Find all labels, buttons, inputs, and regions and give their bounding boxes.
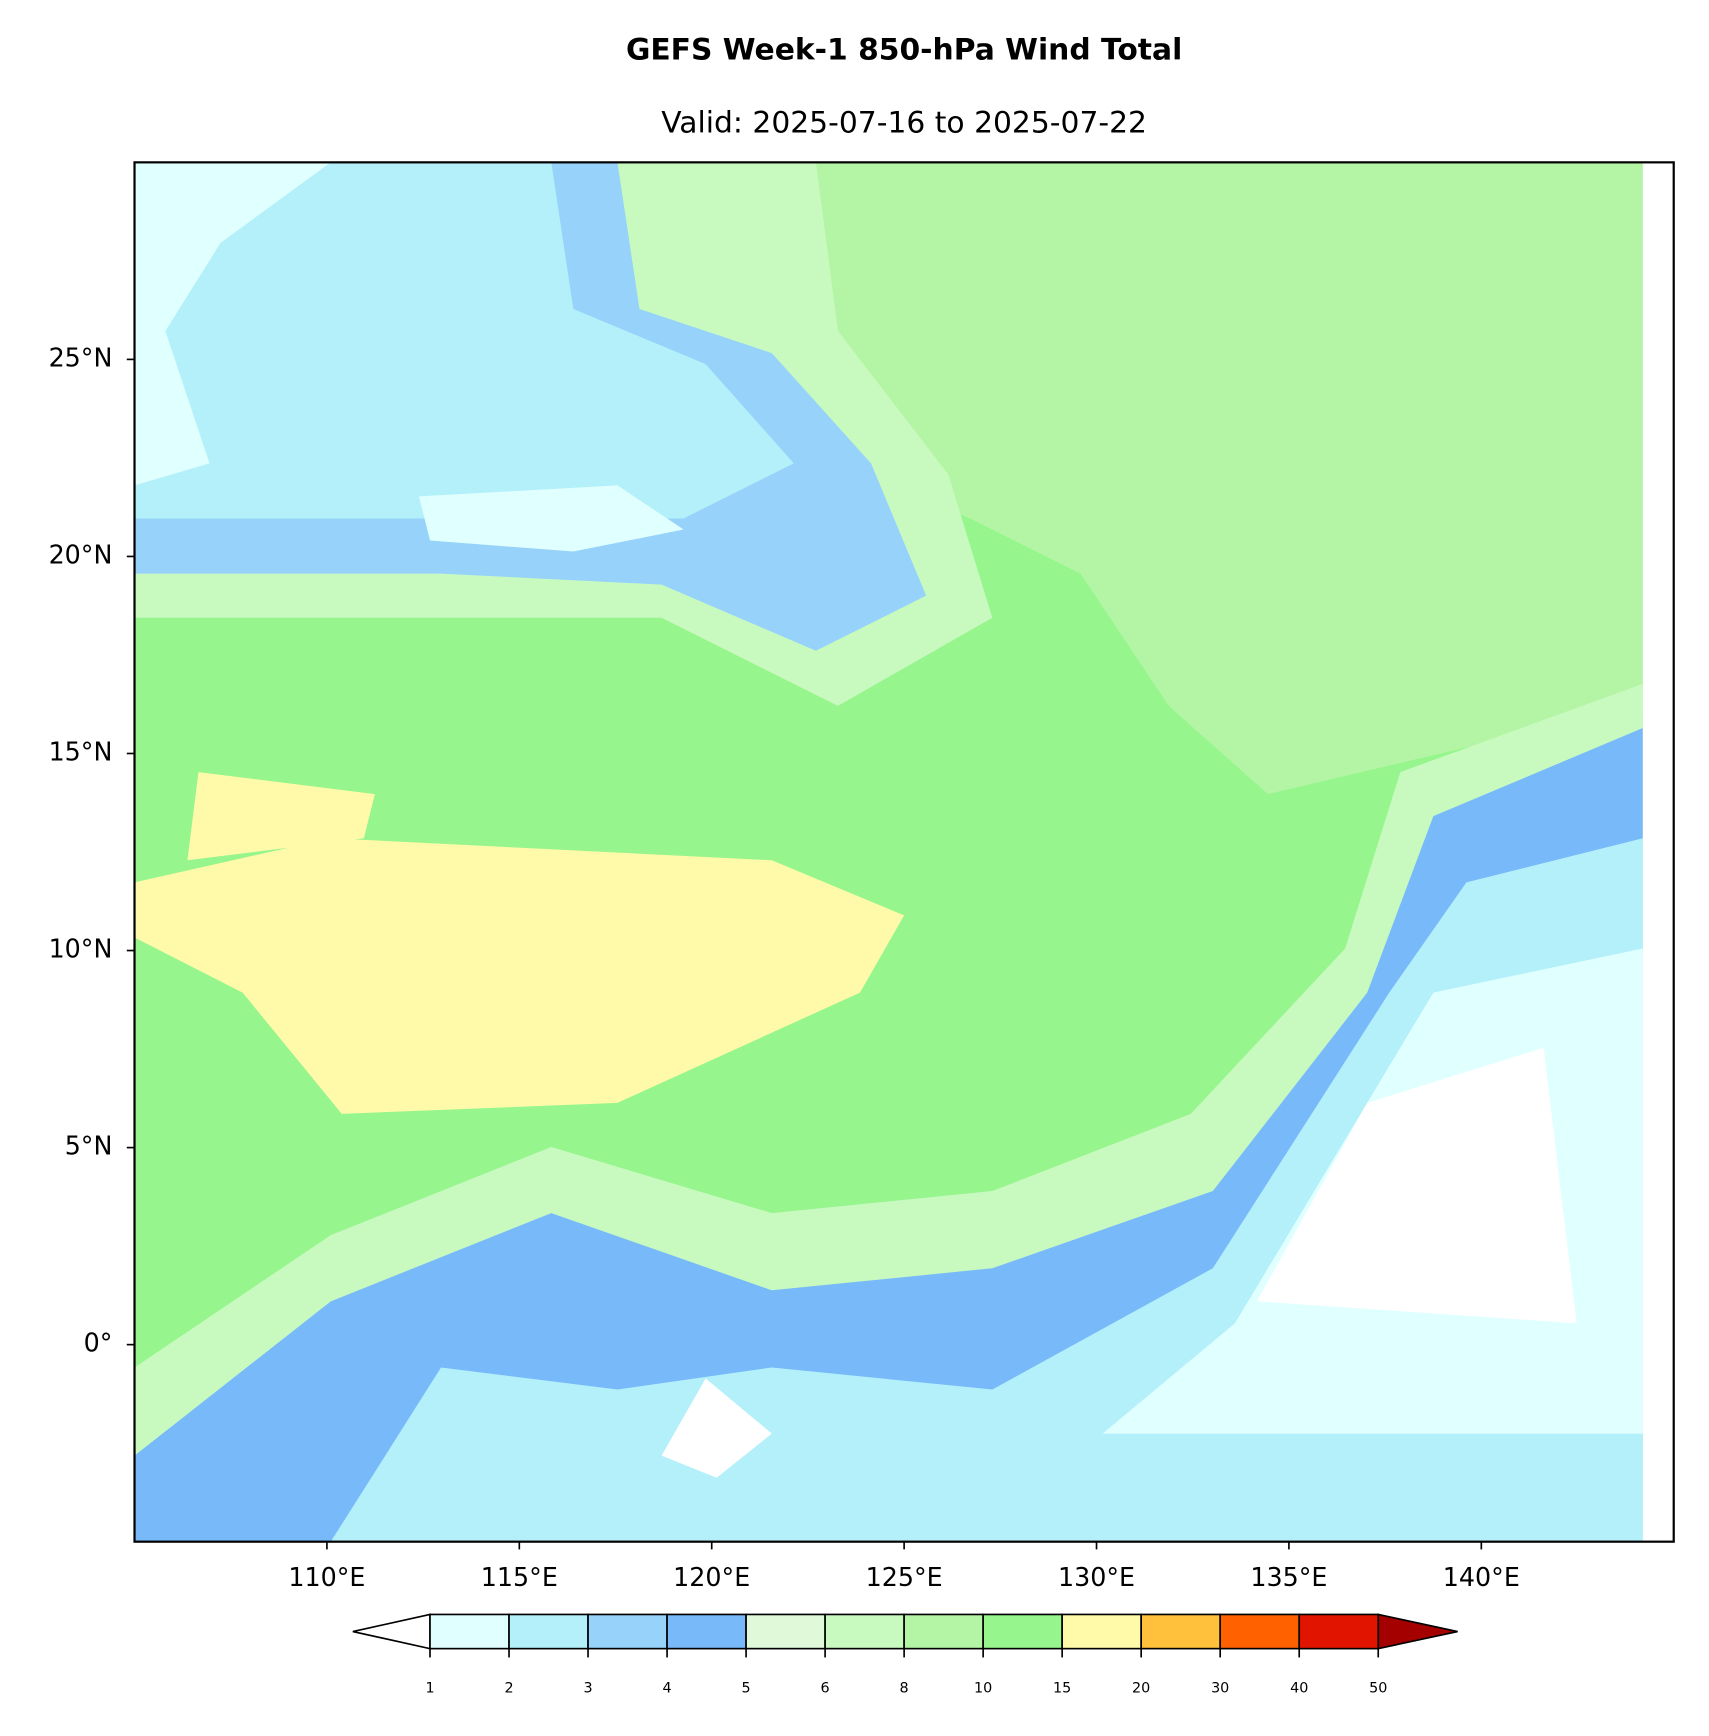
colorbar-label: 40: [1290, 1680, 1308, 1696]
colorbar-label: 20: [1132, 1680, 1150, 1696]
colorbar-label: 10: [974, 1680, 992, 1696]
colorbar-segment: [1219, 1613, 1301, 1650]
y-tick-label: 5°N: [65, 1131, 113, 1161]
field-zone: [418, 485, 684, 552]
x-tick-label: 115°E: [481, 1562, 558, 1592]
field-zone: [1256, 1047, 1577, 1324]
colorbar-label: 2: [504, 1680, 513, 1696]
x-tick-label: 125°E: [866, 1562, 943, 1592]
field-zone: [187, 772, 375, 861]
colorbar-segment: [1061, 1613, 1142, 1650]
colorbar-over: [1377, 1613, 1458, 1650]
colorbar-under: [352, 1613, 431, 1650]
colorbar-segment: [508, 1613, 589, 1650]
colorbar-segment: [745, 1613, 826, 1650]
colorbar-label: 6: [821, 1680, 830, 1696]
x-tick-label: 135°E: [1250, 1562, 1327, 1592]
colorbar-label: 50: [1369, 1680, 1387, 1696]
y-tick-label: 20°N: [49, 539, 113, 569]
field-zone: [134, 162, 331, 486]
colorbar-label: 30: [1211, 1680, 1229, 1696]
field-zone: [661, 1378, 772, 1478]
colorbar-segment: [1140, 1613, 1222, 1650]
field-zone: [134, 838, 905, 1114]
colorbar-segment: [587, 1613, 668, 1650]
field-zone: [749, 162, 1643, 795]
y-tick-label: 0°: [84, 1328, 113, 1358]
colorbar-label: 8: [900, 1680, 909, 1696]
colorbar-label: 1: [425, 1680, 434, 1696]
x-tick-label: 130°E: [1058, 1562, 1135, 1592]
colorbar-segment: [1298, 1613, 1380, 1650]
colorbar-label: 4: [662, 1680, 671, 1696]
colorbar-segment: [982, 1613, 1063, 1650]
colorbar-segment: [903, 1613, 984, 1650]
y-tick-label: 25°N: [49, 342, 113, 372]
field-edge: [1642, 162, 1674, 1542]
subtitle: Valid: 2025-07-16 to 2025-07-22: [661, 105, 1147, 140]
colorbar-label: 3: [583, 1680, 592, 1696]
x-tick-label: 120°E: [673, 1562, 750, 1592]
x-tick-label: 140°E: [1443, 1562, 1520, 1592]
x-tick-label: 110°E: [288, 1562, 365, 1592]
wind-field: [134, 162, 1674, 1542]
colorbar-segment: [666, 1613, 747, 1650]
colorbar-label: 5: [742, 1680, 751, 1696]
colorbar-label: 15: [1053, 1680, 1071, 1696]
field-zone: [134, 162, 794, 519]
y-tick-label: 10°N: [49, 934, 113, 964]
colorbar-segment: [429, 1613, 510, 1650]
colorbar-segment: [824, 1613, 905, 1650]
y-tick-label: 15°N: [49, 736, 113, 766]
title: GEFS Week-1 850-hPa Wind Total: [626, 32, 1182, 67]
